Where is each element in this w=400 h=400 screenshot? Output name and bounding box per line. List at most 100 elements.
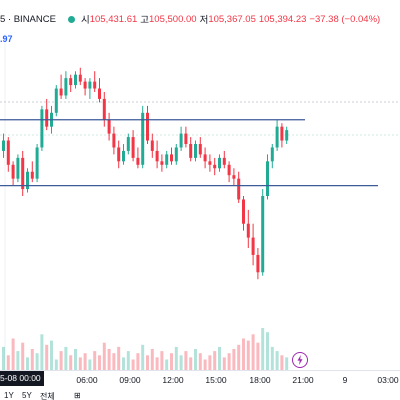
candle-body	[270, 147, 274, 162]
volume-bar	[227, 353, 231, 370]
candle-body	[93, 81, 97, 89]
candle-body	[88, 81, 92, 89]
candle-body	[21, 157, 25, 190]
volume-bar	[117, 346, 121, 370]
volume-bar	[131, 359, 135, 370]
candle-body	[251, 237, 255, 255]
range-5y-button[interactable]: 5Y	[22, 391, 32, 400]
candle-body	[6, 140, 10, 165]
range-all-button[interactable]: 전체	[40, 392, 55, 400]
candle-body	[126, 137, 130, 151]
candle-body	[227, 164, 231, 176]
volume-bar	[74, 349, 77, 370]
volume-bar	[6, 355, 10, 370]
candle-body	[256, 254, 260, 273]
volume-bar	[251, 334, 255, 370]
lightning-icon[interactable]	[292, 352, 308, 368]
volume-bar	[126, 351, 130, 370]
time-tick: 21:00	[292, 375, 314, 385]
candle-body	[78, 74, 82, 82]
range-toolbar: 1Y 5Y 전체 ⊞	[0, 390, 400, 400]
volume-bar	[16, 351, 20, 370]
candle-body	[2, 140, 5, 151]
candle-body	[59, 88, 63, 96]
volume-bar	[203, 359, 207, 370]
candle-body	[160, 161, 164, 165]
time-tick: 9	[342, 375, 348, 385]
time-tick: 15:00	[205, 375, 227, 385]
time-tick: 03:00	[377, 375, 399, 385]
candle-body	[107, 119, 111, 134]
candle-body	[208, 161, 212, 165]
candle-body	[131, 137, 135, 158]
candle-body	[112, 133, 116, 148]
candle-body	[45, 109, 49, 127]
candle-body	[174, 147, 178, 162]
candle-body	[98, 88, 101, 99]
candle-body	[242, 199, 245, 224]
volume-bar	[256, 342, 260, 370]
open-value: 105,431.61	[89, 13, 138, 25]
volume-bar	[69, 355, 73, 370]
candle-body	[122, 150, 125, 162]
candle-body	[165, 154, 169, 165]
candle-body	[184, 133, 188, 144]
volume-bars	[2, 328, 289, 370]
volume-bar	[155, 357, 159, 370]
candle-body	[40, 109, 44, 148]
volume-bar	[232, 349, 236, 370]
candle-body	[69, 78, 73, 86]
volume-bar	[141, 344, 145, 370]
symbol-label[interactable]: 5 · BINANCE	[0, 13, 56, 25]
volume-bar	[59, 351, 63, 370]
date-range-icon[interactable]: ⊞	[74, 391, 81, 400]
volume-bar	[35, 353, 39, 370]
volume-bar	[179, 355, 183, 370]
time-axis[interactable]: 06:00 09:00 12:00 15:00 18:00 21:00 9 03…	[0, 370, 400, 387]
candle-body	[266, 161, 269, 196]
candle-body	[16, 157, 20, 179]
volume-bar	[40, 334, 44, 370]
candle-body	[11, 164, 15, 179]
candle-body	[26, 171, 29, 190]
time-tick: 18:00	[249, 375, 271, 385]
crosshair-time-label: 5-08 00:00	[0, 371, 44, 386]
volume-bar	[30, 349, 34, 370]
range-1y-button[interactable]: 1Y	[4, 391, 14, 400]
volume-bar	[107, 349, 111, 370]
volume-bar	[83, 353, 87, 370]
market-status-dot-icon	[67, 15, 75, 23]
candle-body	[64, 78, 68, 96]
candle-body	[213, 164, 217, 169]
candle-body	[275, 126, 279, 148]
candle-body	[194, 144, 197, 158]
volume-bar	[150, 349, 154, 370]
candle-body	[222, 157, 226, 165]
volume-bar	[21, 342, 25, 370]
close-value: 105,394.23	[258, 13, 307, 25]
legend-header: 5 · BINANCE 시 105,431.61 고 105,500.00 저 …	[0, 0, 400, 34]
grid	[0, 34, 400, 370]
candle-body	[170, 154, 173, 162]
candles	[2, 67, 289, 280]
high-value: 105,500.00	[149, 13, 197, 25]
volume-bar	[237, 344, 241, 370]
volume-bar	[112, 353, 116, 370]
candle-body	[155, 150, 159, 162]
volume-bar	[198, 353, 202, 370]
candle-body	[218, 157, 221, 169]
volume-bar	[242, 338, 245, 370]
volume-bar	[189, 357, 193, 370]
volume-bar	[26, 357, 29, 370]
candle-body	[141, 112, 145, 165]
price-chart[interactable]	[0, 0, 400, 370]
candle-body	[102, 98, 106, 120]
candle-body	[189, 144, 193, 158]
volume-bar	[222, 357, 226, 370]
volume-bar	[102, 342, 106, 370]
volume-bar	[45, 344, 49, 370]
time-tick: 06:00	[76, 375, 98, 385]
volume-bar	[270, 346, 274, 370]
candle-body	[146, 112, 149, 141]
volume-bar	[170, 353, 173, 370]
